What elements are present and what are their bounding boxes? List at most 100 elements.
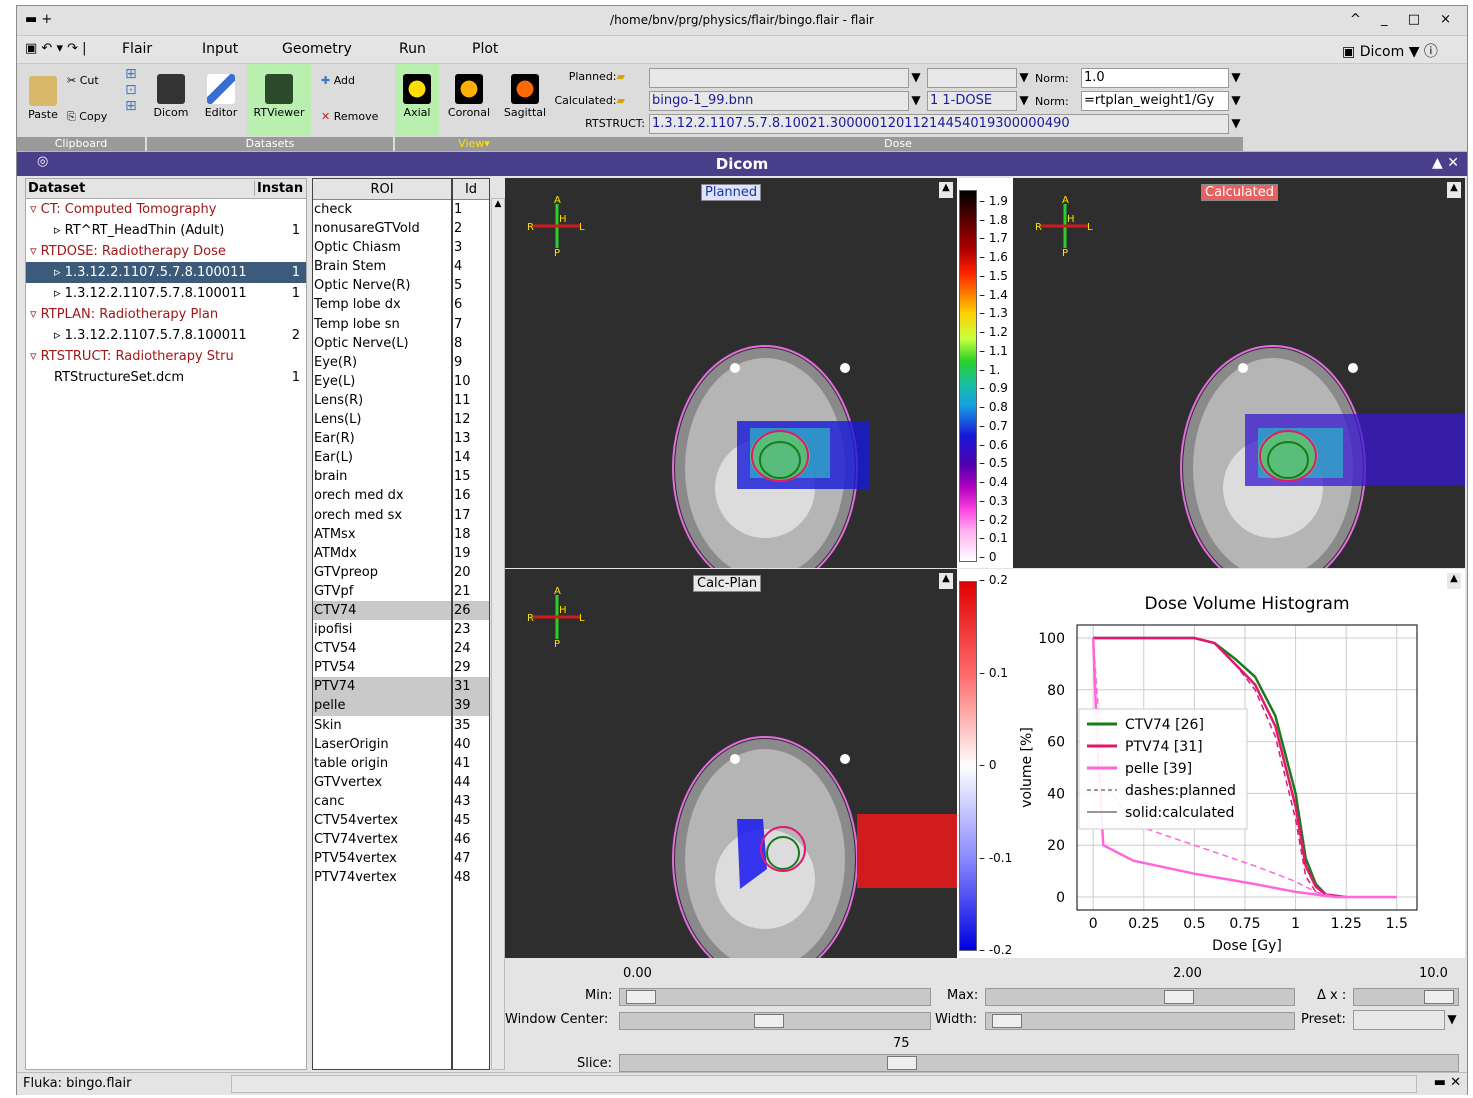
roi-id-item[interactable]: 4 xyxy=(454,259,463,275)
collapse-icon[interactable]: ▿ xyxy=(30,349,41,364)
roi-id-item[interactable]: 10 xyxy=(454,373,471,389)
roi-list-item[interactable]: Ear(R) xyxy=(314,431,355,447)
view-menu-icon[interactable]: ▲ xyxy=(1447,573,1461,589)
dicom-button[interactable]: Dicom xyxy=(151,74,191,119)
roi-list-item[interactable]: CTV74 xyxy=(313,600,451,621)
roi-list-item[interactable]: PTV74vertex xyxy=(314,870,397,886)
roi-list-item[interactable]: CTV54vertex xyxy=(314,813,399,828)
roi-list-item[interactable]: nonusareGTVold xyxy=(314,221,420,237)
roi-list-item[interactable]: Eye(L) xyxy=(314,373,356,389)
roi-id-item[interactable]: 43 xyxy=(454,793,471,809)
collapse-icon[interactable]: ▿ xyxy=(30,244,41,259)
roi-id-item[interactable]: 20 xyxy=(454,564,471,580)
chevron-down-icon[interactable]: ▼ xyxy=(1231,116,1241,130)
calculated-norm-input[interactable]: =rtplan_weight1/Gy xyxy=(1081,91,1229,111)
roi-scrollbar[interactable]: ▲ xyxy=(491,198,505,1070)
roi-id-item[interactable]: 18 xyxy=(454,526,471,542)
roi-id-item[interactable]: 9 xyxy=(454,354,463,370)
calculated-det-combo[interactable]: 1 1-DOSE xyxy=(927,91,1017,111)
panel-controls[interactable]: ▲ ✕ xyxy=(1432,155,1459,171)
rtstruct-combo[interactable]: 1.3.12.2.1107.5.7.8.10021.30000012011214… xyxy=(649,114,1229,134)
id-header[interactable]: Id xyxy=(453,179,489,200)
roi-id-item[interactable]: 5 xyxy=(454,278,463,294)
collapse-icon[interactable]: ▿ xyxy=(30,307,41,322)
roi-id-item[interactable]: 3 xyxy=(454,240,463,256)
roi-id-item[interactable]: 40 xyxy=(454,736,471,752)
menu-plot[interactable]: Plot xyxy=(472,41,499,57)
view-group-label[interactable]: View▾ xyxy=(395,137,553,151)
roi-list-item[interactable]: ipofisi xyxy=(314,622,353,638)
roi-list-item[interactable]: ATMdx xyxy=(314,545,357,561)
roi-list-item[interactable]: GTVpf xyxy=(314,583,354,599)
tree-row[interactable]: ▹ 1.3.12.2.1107.5.7.8.100011 1 xyxy=(26,283,306,304)
app-icon[interactable]: ▬ + xyxy=(25,12,53,27)
roi-id-item[interactable]: 8 xyxy=(454,335,463,351)
roi-list-item[interactable]: Optic Chiasm xyxy=(314,240,401,256)
paste-button[interactable]: Paste xyxy=(25,76,61,121)
view-menu-icon[interactable]: ▲ xyxy=(1447,182,1461,198)
roi-list-item[interactable]: ATMsx xyxy=(314,526,356,542)
quick-access-icons[interactable]: ▣ ↶ ▾ ↷ | xyxy=(25,41,87,56)
roi-list-item[interactable]: Eye(R) xyxy=(314,354,358,370)
roi-id-item[interactable]: 48 xyxy=(454,870,471,886)
planned-det-combo[interactable] xyxy=(927,68,1017,88)
roi-list-item[interactable]: Skin xyxy=(314,717,342,733)
roi-list-item[interactable]: orech med sx xyxy=(314,507,403,523)
preset-combo[interactable] xyxy=(1353,1010,1445,1030)
roi-list-item[interactable]: check xyxy=(314,202,353,217)
sagittal-button[interactable]: Sagittal xyxy=(499,74,551,119)
chevron-down-icon[interactable]: ▼ xyxy=(1447,1012,1457,1026)
roi-id-item[interactable]: 21 xyxy=(454,583,471,599)
tree-row[interactable]: ▹ RT^RT_HeadThin (Adult) 1 xyxy=(26,220,306,241)
window-center-slider[interactable] xyxy=(619,1012,931,1030)
rtviewer-button[interactable]: RTViewer xyxy=(247,64,311,136)
calculated-view[interactable]: A P R L H Calculated ▲ xyxy=(1013,178,1465,568)
roi-id-item[interactable]: 31 xyxy=(453,677,489,697)
roi-id-item[interactable]: 39 xyxy=(453,696,489,716)
dataset-column-header[interactable]: Dataset xyxy=(28,181,86,196)
roi-id-item[interactable]: 41 xyxy=(454,755,471,771)
view-menu-icon[interactable]: ▲ xyxy=(939,182,953,198)
chevron-down-icon[interactable]: ▼ xyxy=(1231,70,1241,84)
folder-icon[interactable]: ▰ xyxy=(616,70,625,83)
roi-list-item[interactable]: Lens(R) xyxy=(314,392,364,408)
slider-thumb[interactable] xyxy=(1164,990,1194,1004)
roi-id-item[interactable]: 24 xyxy=(454,641,471,657)
roi-list-item[interactable]: PTV54vertex xyxy=(314,851,397,867)
roi-list-item[interactable]: Ear(L) xyxy=(314,450,353,466)
slider-thumb[interactable] xyxy=(1424,990,1454,1004)
roi-id-item[interactable]: 47 xyxy=(454,851,471,867)
coronal-button[interactable]: Coronal xyxy=(445,74,493,119)
chevron-down-icon[interactable]: ▼ xyxy=(911,70,921,84)
roi-id-item[interactable]: 44 xyxy=(454,774,471,790)
editor-button[interactable]: Editor xyxy=(201,74,241,119)
roi-list-item[interactable]: Optic Nerve(L) xyxy=(314,335,409,351)
remove-button[interactable]: ✕ Remove xyxy=(321,110,378,123)
roi-list-item[interactable]: canc xyxy=(314,793,345,809)
tree-row[interactable]: ▹ 1.3.12.2.1107.5.7.8.100011 1 xyxy=(26,262,306,283)
tree-row[interactable]: ▿ RTPLAN: Radiotherapy Plan xyxy=(26,304,306,325)
tree-row[interactable]: ▹ 1.3.12.2.1107.5.7.8.100011 2 xyxy=(26,325,306,346)
planned-norm-input[interactable]: 1.0 xyxy=(1081,68,1229,88)
chevron-down-icon[interactable]: ▼ xyxy=(1231,93,1241,107)
slice-slider[interactable] xyxy=(619,1054,1459,1072)
roi-id-item[interactable]: 17 xyxy=(454,507,471,523)
roi-id-item[interactable]: 11 xyxy=(454,392,471,408)
scroll-up-icon[interactable]: ▲ xyxy=(494,199,502,209)
roi-id-item[interactable]: 26 xyxy=(453,600,489,621)
roi-list-item[interactable]: brain xyxy=(314,469,348,485)
min-slider[interactable] xyxy=(619,988,931,1006)
roi-id-item[interactable]: 23 xyxy=(454,622,471,638)
roi-list-item[interactable]: CTV74vertex xyxy=(314,832,399,848)
roi-id-item[interactable]: 19 xyxy=(454,545,471,561)
tree-row[interactable]: ▿ RTSTRUCT: Radiotherapy Stru xyxy=(26,346,306,367)
roi-list-item[interactable]: Lens(L) xyxy=(314,412,362,428)
view-menu-icon[interactable]: ▲ xyxy=(939,573,953,589)
collapse-icon[interactable]: ▿ xyxy=(30,202,41,217)
roi-id-item[interactable]: 45 xyxy=(454,813,471,828)
tree-row[interactable]: RTStructureSet.dcm 1 xyxy=(26,367,306,388)
instance-column-header[interactable]: Instan xyxy=(254,181,303,196)
slider-thumb[interactable] xyxy=(992,1014,1022,1028)
panel-icon[interactable]: ◎ xyxy=(37,154,49,169)
roi-id-item[interactable]: 14 xyxy=(454,450,471,466)
